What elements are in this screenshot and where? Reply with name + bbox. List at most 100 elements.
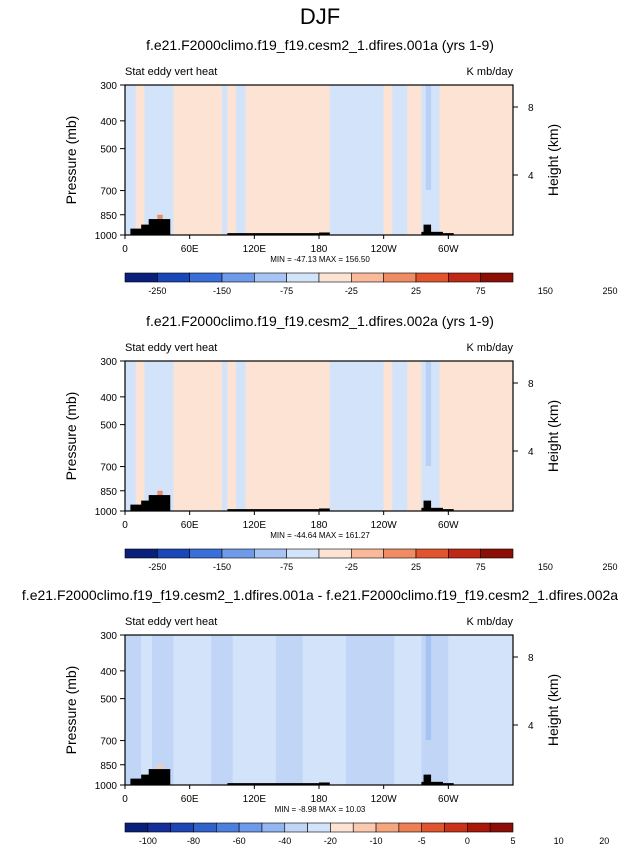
colorbar-label: 10 — [554, 836, 564, 846]
topography — [421, 781, 443, 785]
heatmap-cell — [245, 85, 330, 235]
x-tick-label: 180 — [311, 794, 328, 805]
colorbar-label: 75 — [476, 562, 486, 572]
heatmap-cell — [157, 764, 163, 772]
y-tick-label: 400 — [100, 393, 117, 404]
heatmap-cell — [439, 361, 513, 511]
colorbar-swatch — [318, 272, 352, 283]
colorbar-swatch — [352, 822, 377, 833]
colorbar-label: 25 — [411, 286, 421, 296]
y-right-axis-title: Height (km) — [545, 674, 561, 746]
colorbar-label: -250 — [148, 286, 166, 296]
topography — [421, 231, 443, 235]
heatmap-cell — [222, 85, 228, 235]
colorbar-swatch — [351, 548, 384, 559]
colorbar-swatch — [124, 822, 149, 833]
colorbar-swatch — [221, 272, 255, 283]
y-tick-label: 850 — [100, 211, 117, 222]
x-tick-label: 60E — [181, 520, 199, 531]
heatmap-cell — [135, 85, 145, 235]
colorbar-label: 25 — [411, 562, 421, 572]
heatmap-cell — [407, 85, 422, 235]
topography — [148, 219, 171, 235]
topography — [130, 228, 147, 235]
right-label: K mb/day — [467, 616, 514, 628]
colorbar-label: -150 — [213, 286, 231, 296]
y-right-tick-label: 8 — [528, 103, 534, 114]
topography — [148, 769, 171, 785]
x-tick-label: 120E — [243, 794, 267, 805]
x-tick-label: 120W — [371, 520, 398, 531]
colorbar-swatch — [124, 272, 158, 283]
heatmap-cell — [425, 361, 432, 466]
heatmap-cell — [125, 85, 136, 235]
x-tick-label: 0 — [122, 794, 128, 805]
colorbar-swatch — [421, 822, 445, 833]
colorbar-swatch — [448, 548, 481, 559]
heatmap-cell — [236, 361, 246, 511]
y-right-tick-label: 4 — [528, 171, 534, 182]
panel-title: f.e21.F2000climo.f19_f19.cesm2_1.dfires.… — [146, 37, 494, 53]
heatmap-cell — [425, 85, 432, 190]
heatmap-cell — [425, 635, 432, 740]
heatmap-cell — [227, 361, 237, 511]
y-right-axis-title: Height (km) — [545, 400, 561, 472]
colorbar-swatch — [215, 822, 240, 833]
colorbar-label: -75 — [280, 562, 293, 572]
topography — [442, 509, 454, 511]
colorbar-label: -60 — [233, 836, 246, 846]
colorbar-swatch — [415, 272, 449, 283]
x-tick-label: 120E — [243, 244, 267, 255]
panel-title: f.e21.F2000climo.f19_f19.cesm2_1.dfires.… — [22, 587, 618, 603]
colorbar-swatch — [398, 822, 423, 833]
colorbar-swatch — [375, 822, 400, 833]
topography — [423, 500, 432, 511]
heatmap-cell — [222, 361, 228, 511]
y-tick-label: 1000 — [95, 781, 118, 792]
colorbar-swatch — [286, 548, 320, 559]
colorbar-swatch — [147, 822, 171, 833]
x-tick-label: 0 — [122, 244, 128, 255]
colorbar-label: -80 — [187, 836, 200, 846]
heatmap-cell — [345, 635, 395, 785]
right-label: K mb/day — [467, 66, 514, 78]
y-tick-label: 1000 — [95, 231, 118, 242]
topography — [442, 783, 454, 785]
heatmap-cell — [421, 635, 449, 785]
heatmap-cell — [173, 361, 222, 511]
colorbar-swatch — [254, 272, 287, 283]
topography — [148, 495, 171, 511]
topography — [319, 508, 330, 511]
x-tick-label: 180 — [311, 520, 328, 531]
y-right-tick-label: 8 — [528, 379, 534, 390]
y-tick-label: 300 — [100, 631, 117, 642]
colorbar-swatch — [415, 548, 449, 559]
colorbar-swatch — [124, 548, 158, 559]
colorbar-swatch — [330, 822, 354, 833]
panel-1: f.e21.F2000climo.f19_f19.cesm2_1.dfires.… — [63, 37, 618, 296]
heatmap-cell — [394, 635, 422, 785]
heatmap-cell — [141, 635, 152, 785]
colorbar-swatch — [189, 272, 223, 283]
colorbar-label: -250 — [148, 562, 166, 572]
y-tick-label: 300 — [100, 357, 117, 368]
heatmap-cell — [151, 635, 174, 785]
x-tick-label: 120E — [243, 520, 267, 531]
y-tick-label: 850 — [100, 761, 117, 772]
topography — [423, 224, 432, 235]
colorbar-label: 75 — [476, 286, 486, 296]
colorbar-swatch — [286, 272, 320, 283]
colorbar-swatch — [489, 822, 514, 833]
topography — [130, 504, 147, 511]
left-label: Stat eddy vert heat — [125, 616, 217, 628]
heatmap-cell — [392, 361, 408, 511]
x-tick-label: 60W — [438, 794, 459, 805]
y-tick-label: 400 — [100, 667, 117, 678]
heatmap-cell — [232, 635, 276, 785]
colorbar-label: 150 — [538, 286, 553, 296]
colorbar-swatch — [170, 822, 194, 833]
y-tick-label: 1000 — [95, 507, 118, 518]
figure-title: DJF — [300, 4, 340, 29]
y-right-tick-label: 4 — [528, 447, 534, 458]
topography — [319, 782, 330, 785]
